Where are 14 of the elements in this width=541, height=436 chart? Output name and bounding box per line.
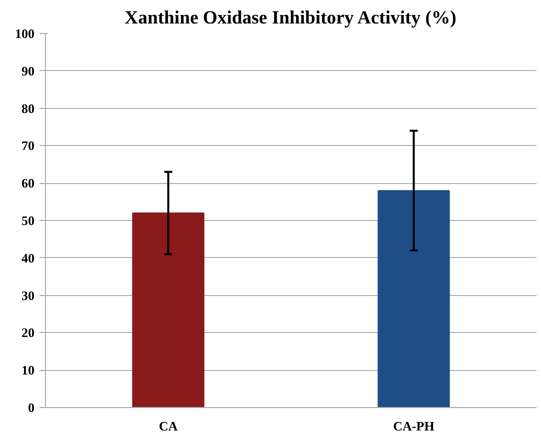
chart-title: Xanthine Oxidase Inhibitory Activity (%) <box>124 8 456 28</box>
y-tick-label: 20 <box>22 325 34 340</box>
y-tick-label: 90 <box>22 63 34 78</box>
y-tick-label: 60 <box>22 176 34 191</box>
x-tick-label: CA-PH <box>393 418 434 434</box>
y-tick-label: 30 <box>22 288 34 303</box>
y-tick-label: 0 <box>28 400 34 415</box>
y-tick-label: 40 <box>22 250 34 266</box>
y-tick-label: 70 <box>22 138 34 154</box>
y-tick-label: 50 <box>22 213 34 228</box>
y-tick-label: 100 <box>15 26 34 41</box>
y-tick-label: 80 <box>22 100 34 116</box>
y-tick-label: 10 <box>22 362 34 378</box>
x-tick-label: CA <box>158 418 178 434</box>
